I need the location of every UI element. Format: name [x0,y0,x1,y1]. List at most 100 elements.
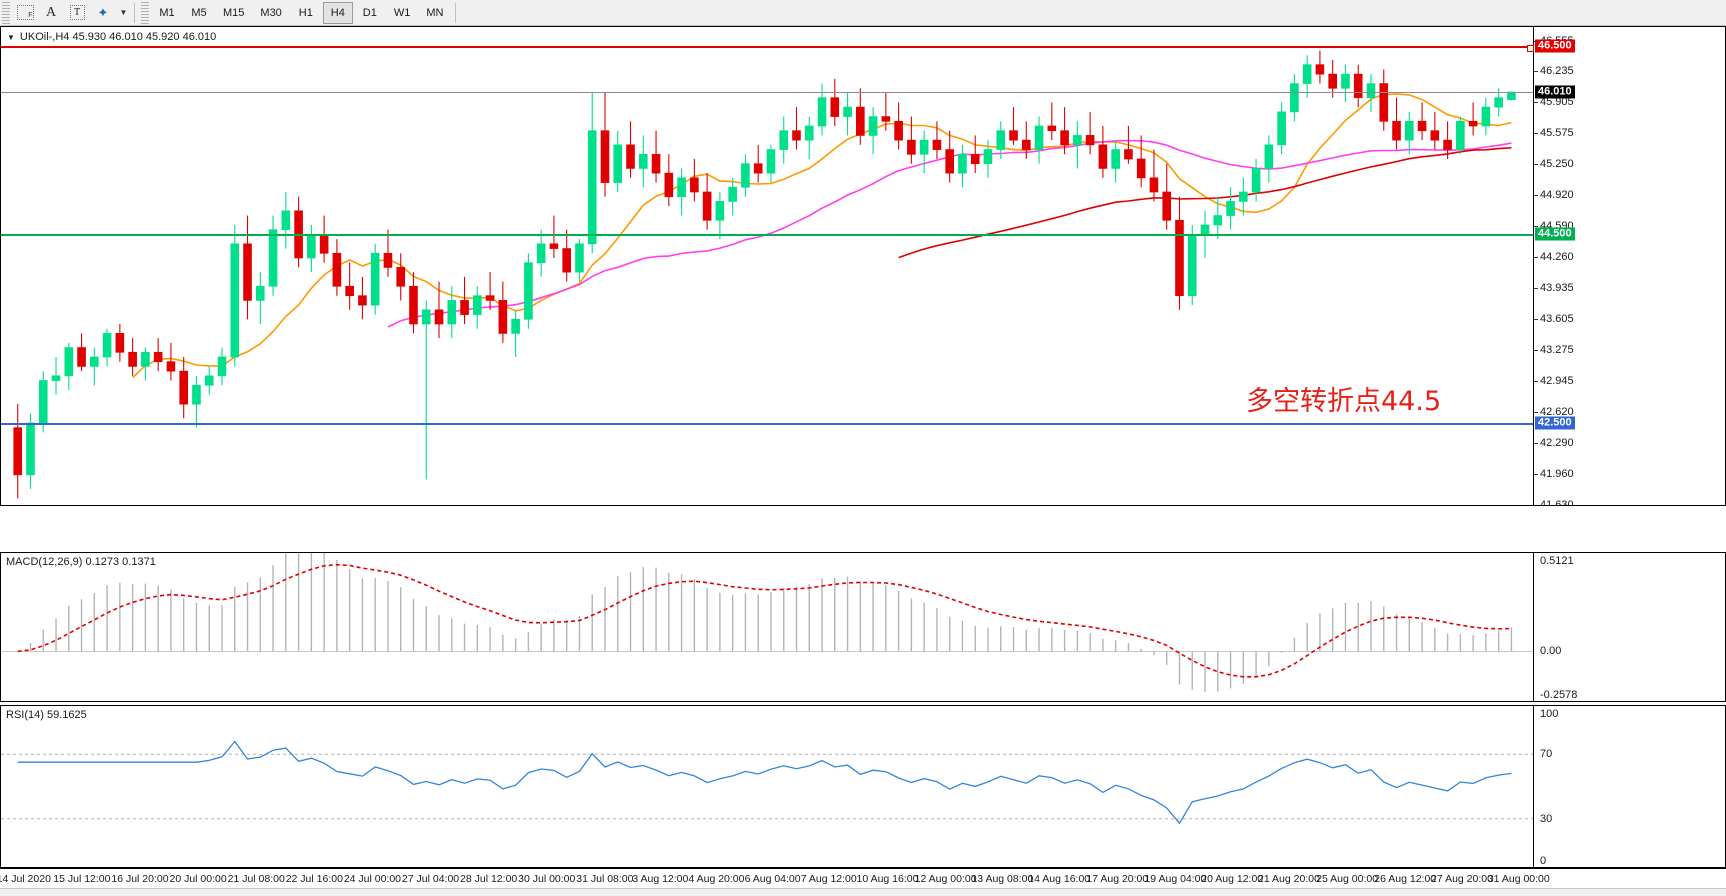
time-axis-label: 22 Jul 16:00 [285,873,343,885]
macd-panel[interactable]: MACD(12,26,9) 0.1273 0.1371 0.5121 0.00 -0… [0,552,1726,702]
text-box-icon[interactable]: T [64,1,90,25]
timeframe-m5[interactable]: M5 [191,6,207,19]
time-axis[interactable]: 14 Jul 2020 15 Jul 12:00 16 Jul 20:00 20 Ju… [0,868,1726,896]
time-axis-label: 10 Aug 16:00 [856,873,919,885]
time-axis-label: 19 Aug 04:00 [1144,873,1207,885]
toolbar-divider [134,2,135,23]
price-y-tick: 42.945 [1534,375,1574,388]
price-y-tick: 45.575 [1534,127,1574,140]
rsi-label: RSI(14) 59.1625 [6,709,87,721]
symbol-info-bar: ▼ UKOil-,H4 45.930 46.010 45.920 46.010 [7,31,216,43]
timeframe-m1[interactable]: M1 [159,6,175,19]
rsi-y-tick: 0 [1540,855,1547,867]
drawing-tools-group: F A T ✦ ▼ [12,0,130,26]
rsi-y-axis[interactable]: 100 70 30 0 [1533,706,1725,867]
time-axis-label: 30 Jul 00:00 [518,873,576,885]
current-price-tag: 46.010 [1535,85,1575,99]
resistance-price-tag: 46.500 [1535,39,1575,53]
price-y-tick: 43.275 [1534,343,1574,356]
macd-label: MACD(12,26,9) 0.1273 0.1371 [6,556,156,568]
time-axis-label: 17 Aug 20:00 [1086,873,1149,885]
support-line[interactable] [1,422,1533,425]
timeframe-h4[interactable]: H4 [322,1,353,24]
time-axis-label: 24 Jul 00:00 [343,873,402,885]
price-y-axis[interactable]: 46.55546.23545.90545.57545.25044.92044.5… [1533,27,1725,505]
price-y-tick: 44.260 [1534,251,1574,264]
text-box-glyph: T [69,5,85,20]
price-y-tick: 43.605 [1534,312,1574,325]
time-axis-label: 27 Jul 04:00 [401,873,460,885]
price-y-tick: 41.960 [1534,467,1574,480]
price-y-tick: 44.920 [1534,188,1574,201]
support-price-tag: 42.500 [1535,416,1575,430]
timeframe-group: M1 M5 M15 M30 H1 H4 D1 W1 MN [151,0,451,26]
time-axis-label: 20 Aug 12:00 [1201,873,1264,885]
toolbar-divider-2 [455,2,457,23]
objects-icon[interactable]: ✦ [97,4,109,20]
timeframe-mn[interactable]: MN [426,6,444,19]
toolbar-grip[interactable] [2,1,10,24]
time-axis-label: 31 Aug 00:00 [1487,873,1550,885]
macd-y-axis[interactable]: 0.5121 0.00 -0.2578 [1533,553,1725,701]
time-axis-label: 6 Aug 04:00 [744,873,801,885]
time-axis-label: 31 Jul 08:00 [576,873,634,885]
text-label-icon[interactable]: A [45,4,57,20]
price-y-tick: 41.630 [1540,499,1574,505]
macd-y-tick: 0.00 [1540,645,1562,658]
resistance-line[interactable] [1,44,1534,52]
price-plot-area[interactable] [1,27,1533,505]
rsi-panel[interactable]: RSI(14) 59.1625 100 70 30 0 [0,705,1726,868]
main-toolbar: F A T ✦ ▼ M1 M5 M15 M30 H1 H4 D1 W1 MN [0,0,1726,26]
time-axis-label: 25 Aug 00:00 [1316,873,1379,885]
time-axis-label: 4 Aug 20:00 [688,873,745,885]
symbol-collapse-caret-icon[interactable]: ▼ [7,32,15,42]
price-y-tick: 46.235 [1534,64,1574,77]
rsi-y-tick: 100 [1540,708,1559,720]
time-axis-label: 28 Jul 12:00 [460,873,518,885]
pivot-line[interactable] [1,234,1533,237]
time-axis-label: 14 Aug 16:00 [1028,873,1091,885]
rsi-svg [1,740,1533,825]
timeframe-m30[interactable]: M30 [260,6,282,19]
timeframe-h1[interactable]: H1 [298,6,313,19]
chart-annotation-text: 多空转折点44.5 [1246,386,1442,417]
macd-plot-area[interactable] [1,553,1533,701]
time-axis-label: 27 Aug 20:00 [1431,873,1493,885]
current-price-line[interactable] [1,92,1533,94]
macd-svg [1,553,1533,692]
price-y-tick: 43.935 [1534,281,1574,294]
rsi-y-tick: 30 [1540,812,1553,825]
symbol-info-text: UKOil-,H4 45.930 46.010 45.920 46.010 [19,31,217,43]
crosshair-f-glyph: F [16,5,34,20]
timeframe-m15[interactable]: M15 [223,6,245,19]
objects-dropdown-caret-icon[interactable]: ▼ [116,1,130,25]
time-axis-label: 7 Aug 12:00 [800,873,857,885]
crosshair-f-icon[interactable]: F [12,1,38,25]
price-y-tick: 42.620 [1534,405,1574,418]
time-axis-label: 26 Aug 12:00 [1374,873,1437,885]
time-axis-label: 13 Aug 08:00 [971,873,1034,885]
time-axis-label: 14 Jul 2020 [0,873,51,885]
macd-y-tick: -0.2578 [1540,689,1578,701]
macd-y-tick: 0.5121 [1540,555,1574,567]
time-axis-label: 16 Jul 20:00 [111,873,169,885]
time-axis-label: 20 Jul 00:00 [169,873,227,885]
pivot-price-tag: 44.500 [1535,227,1575,241]
time-axis-label: 3 Aug 12:00 [632,873,689,885]
time-axis-label: 21 Jul 08:00 [227,873,285,885]
price-y-tick: 45.905 [1534,95,1574,108]
time-axis-label: 12 Aug 00:00 [914,873,977,885]
timeframe-grip[interactable] [141,1,149,24]
timeframe-w1[interactable]: W1 [393,6,411,19]
caret-glyph: ▼ [119,8,128,17]
time-axis-label: 21 Aug 20:00 [1258,873,1320,885]
line-drag-handle[interactable] [1527,44,1534,52]
price-y-tick: 42.290 [1534,436,1574,449]
price-candles-svg [13,50,1516,499]
time-axis-label: 15 Jul 12:00 [53,873,111,885]
status-bar [0,888,1726,896]
price-y-tick: 45.250 [1534,157,1574,170]
rsi-plot-area[interactable] [1,706,1533,867]
timeframe-d1[interactable]: D1 [362,6,377,19]
price-chart-panel[interactable]: ▼ UKOil-,H4 45.930 46.010 45.920 46.010 … [0,26,1726,506]
